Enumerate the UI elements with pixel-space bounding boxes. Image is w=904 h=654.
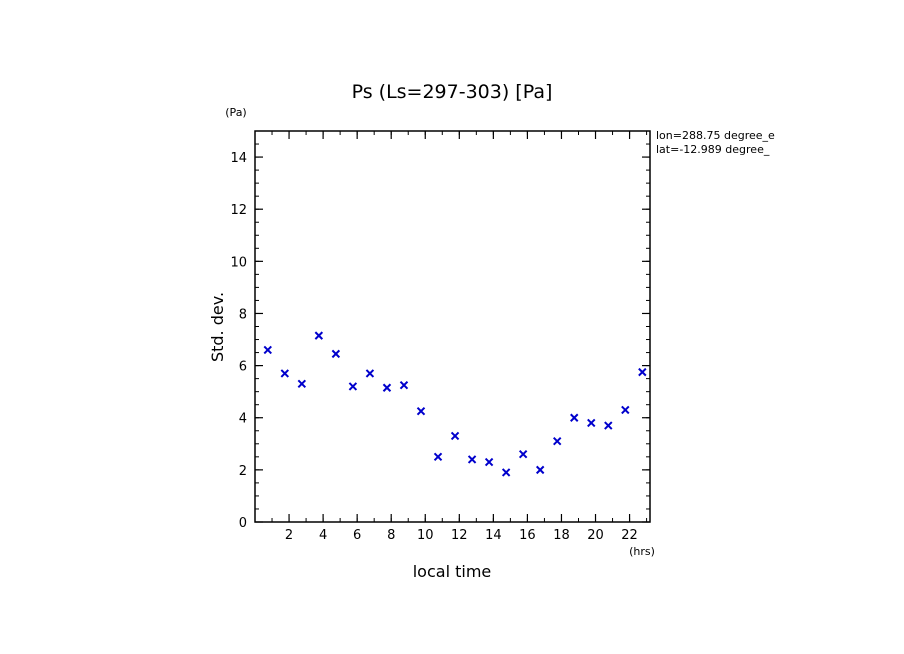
x-axis-label: local time — [413, 562, 492, 581]
data-point — [484, 457, 494, 467]
data-point — [518, 450, 528, 459]
x-tick-label: 16 — [519, 528, 536, 543]
x-tick-label: 12 — [451, 528, 468, 543]
data-point — [331, 349, 341, 359]
data-point — [365, 369, 375, 378]
y-tick-label: 14 — [230, 151, 247, 166]
x-tick-label: 6 — [353, 528, 361, 543]
data-point — [587, 418, 596, 428]
data-point — [638, 367, 647, 377]
data-point — [348, 382, 358, 391]
plot-frame — [254, 130, 651, 523]
plot-area: 0 2 4 6 8 10 12 14 2 4 6 8 10 12 14 16 18 20 22 — [230, 130, 651, 543]
data-point — [297, 379, 307, 389]
data-point — [604, 421, 613, 430]
x-tick-label: 18 — [553, 528, 570, 543]
annotation-lon: lon=288.75 degree_e — [656, 129, 775, 142]
x-tick-label: 8 — [387, 528, 395, 543]
data-point — [621, 405, 630, 415]
y-tick-label: 10 — [230, 255, 247, 270]
data-point — [450, 431, 460, 441]
x-tick-label: 4 — [319, 528, 327, 543]
chart-title: Ps (Ls=297-303) [Pa] — [352, 81, 553, 103]
x-tick-label: 14 — [485, 528, 502, 543]
x-unit-label: (hrs) — [629, 545, 655, 558]
y-tick-label: 12 — [230, 203, 247, 218]
x-tick-label: 2 — [285, 528, 293, 543]
annotation-lat: lat=-12.989 degree_ — [656, 143, 770, 156]
data-point — [280, 369, 290, 378]
y-tick-label: 2 — [239, 464, 247, 479]
y-axis-label: Std. dev. — [208, 292, 227, 362]
data-point — [416, 407, 426, 416]
data-point — [263, 345, 272, 355]
y-tick-label: 6 — [239, 360, 247, 375]
data-point — [314, 331, 324, 340]
x-tick-label: 20 — [587, 528, 604, 543]
data-point — [501, 468, 511, 477]
data-point — [553, 436, 562, 446]
y-tick-label: 8 — [239, 307, 247, 322]
data-point — [570, 413, 579, 422]
data-point — [535, 465, 545, 475]
data-point — [433, 452, 443, 462]
y-tick-label: 0 — [239, 516, 247, 531]
x-tick-label: 10 — [417, 528, 434, 543]
y-unit-label: (Pa) — [225, 106, 246, 119]
data-point — [382, 383, 392, 392]
x-tick-label: 22 — [621, 528, 638, 543]
data-point — [399, 380, 409, 390]
y-tick-label: 4 — [239, 412, 247, 427]
data-point — [467, 455, 477, 464]
